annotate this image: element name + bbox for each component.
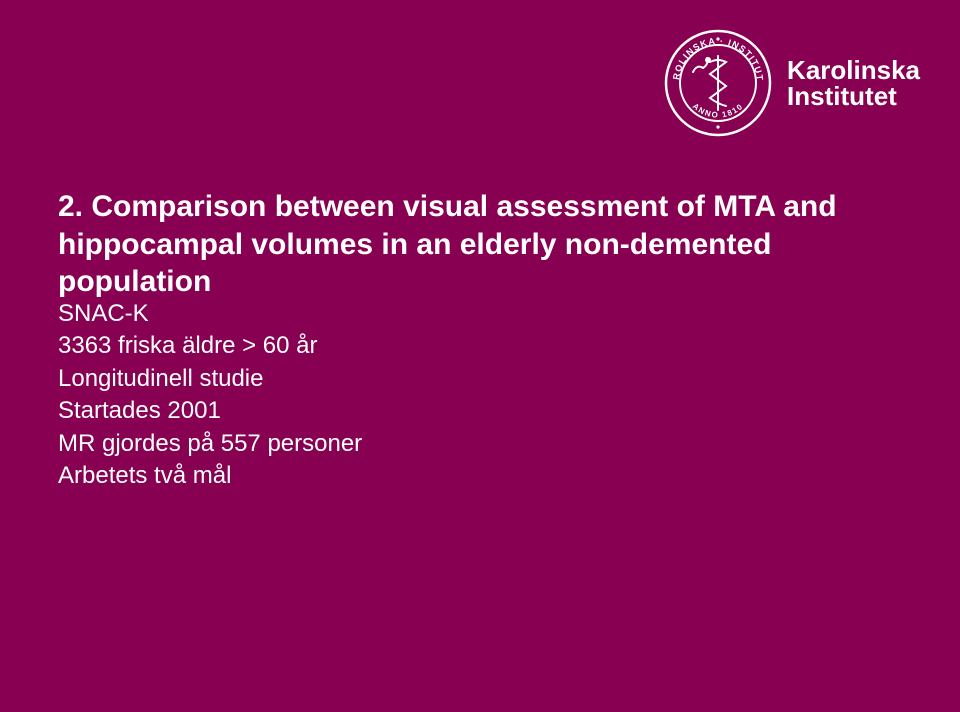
body-line: Longitudinell studie bbox=[58, 363, 362, 395]
institution-name-line2: Institutet bbox=[787, 83, 920, 109]
body-line: Arbetets två mål bbox=[58, 460, 362, 492]
institution-name: Karolinska Institutet bbox=[787, 57, 920, 109]
body-line: SNAC-K bbox=[58, 298, 362, 330]
slide-title: 2. Comparison between visual assessment … bbox=[58, 188, 878, 301]
institution-name-line1: Karolinska bbox=[787, 57, 920, 83]
body-line: Startades 2001 bbox=[58, 395, 362, 427]
body-line: 3363 friska äldre > 60 år bbox=[58, 330, 362, 362]
body-section-1: SNAC-K 3363 friska äldre > 60 år Longitu… bbox=[58, 298, 362, 460]
body-section-2: Arbetets två mål bbox=[58, 460, 362, 492]
slide-body: SNAC-K 3363 friska äldre > 60 år Longitu… bbox=[58, 298, 362, 492]
institution-logo: KAROLINSKA · INSTITUTET ANNO 1810 Karoli… bbox=[663, 28, 920, 138]
slide: KAROLINSKA · INSTITUTET ANNO 1810 Karoli… bbox=[0, 0, 960, 712]
svg-text:KAROLINSKA · INSTITUTET: KAROLINSKA · INSTITUTET bbox=[663, 28, 765, 82]
seal-icon: KAROLINSKA · INSTITUTET ANNO 1810 bbox=[663, 28, 773, 138]
body-line: MR gjordes på 557 personer bbox=[58, 428, 362, 460]
